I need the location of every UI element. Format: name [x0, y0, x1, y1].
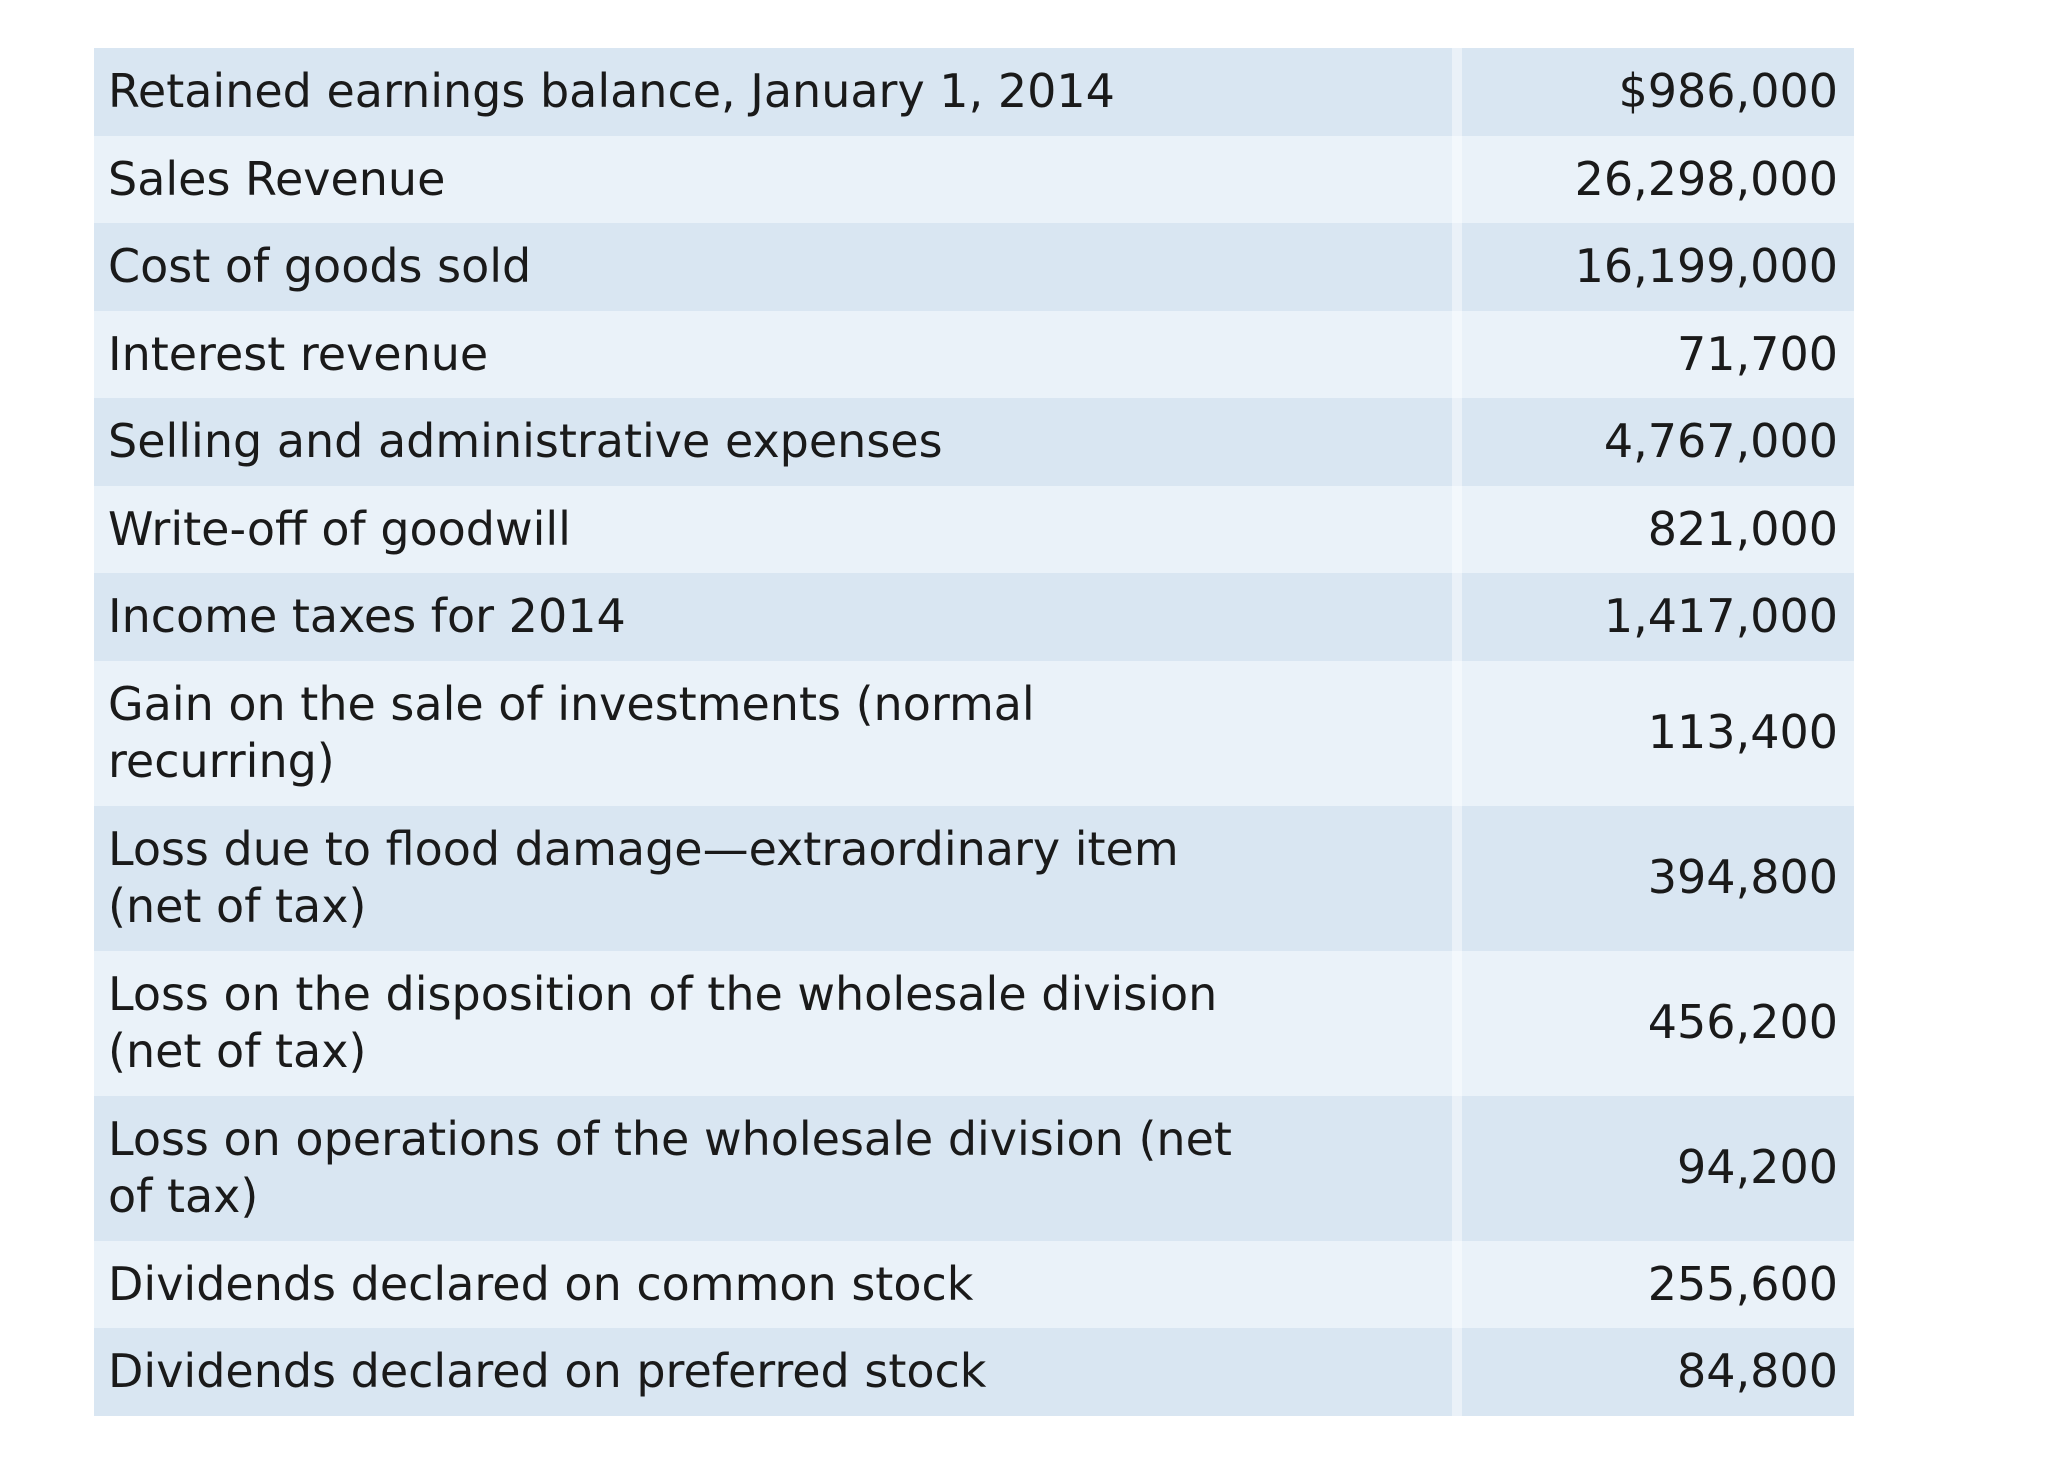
- row-amount: 456,200: [1452, 950, 1854, 1096]
- row-amount: 71,700: [1452, 310, 1854, 398]
- financial-data-table: Retained earnings balance, January 1, 20…: [94, 48, 1854, 1416]
- table-row: Retained earnings balance, January 1, 20…: [94, 48, 1854, 136]
- row-label: Interest revenue: [108, 326, 489, 381]
- row-label: Dividends declared on common stock: [108, 1256, 974, 1311]
- row-label: Loss on operations of the wholesale divi…: [108, 1111, 1232, 1224]
- row-label: Selling and administrative expenses: [108, 414, 943, 468]
- row-amount: 16,199,000: [1452, 223, 1854, 311]
- row-label: Write-off of goodwill: [108, 501, 571, 556]
- row-amount: $986,000: [1452, 48, 1854, 136]
- table-row: Loss on the disposition of the wholesale…: [94, 950, 1854, 1096]
- row-amount: 26,298,000: [1452, 135, 1854, 223]
- table-row: Loss on operations of the wholesale divi…: [94, 1095, 1854, 1241]
- table-row: Interest revenue 71,700: [94, 310, 1854, 398]
- row-amount: 1,417,000: [1452, 573, 1854, 661]
- table-row: Sales Revenue 26,298,000: [94, 135, 1854, 223]
- table-row: Cost of goods sold 16,199,000: [94, 223, 1854, 311]
- table-row: Gain on the sale of investments (normal …: [94, 660, 1854, 806]
- row-label: Sales Revenue: [108, 151, 446, 206]
- row-label: Loss on the disposition of the wholesale…: [108, 966, 1218, 1079]
- row-amount: 821,000: [1452, 485, 1854, 573]
- table-row: Dividends declared on common stock 255,6…: [94, 1240, 1854, 1328]
- row-amount: 94,200: [1452, 1095, 1854, 1241]
- row-label: Cost of goods sold: [108, 239, 532, 293]
- table-row: Loss due to flood damage—extraordinary i…: [94, 805, 1854, 951]
- row-label: Retained earnings balance, January 1, 20…: [108, 64, 1115, 118]
- row-label: Loss due to flood damage—extraordinary i…: [108, 821, 1179, 934]
- table-row: Write-off of goodwill 821,000: [94, 485, 1854, 573]
- table-row: Selling and administrative expenses 4,76…: [94, 398, 1854, 486]
- row-label: Dividends declared on preferred stock: [108, 1344, 987, 1398]
- row-amount: 4,767,000: [1452, 398, 1854, 486]
- table-row: Income taxes for 2014 1,417,000: [94, 573, 1854, 661]
- table-row: Dividends declared on preferred stock 84…: [94, 1328, 1854, 1416]
- row-amount: 255,600: [1452, 1240, 1854, 1328]
- row-amount: 113,400: [1452, 660, 1854, 806]
- row-label: Income taxes for 2014: [108, 589, 626, 643]
- row-amount: 394,800: [1452, 805, 1854, 951]
- row-amount: 84,800: [1452, 1328, 1854, 1416]
- row-label: Gain on the sale of investments (normal …: [108, 676, 1035, 789]
